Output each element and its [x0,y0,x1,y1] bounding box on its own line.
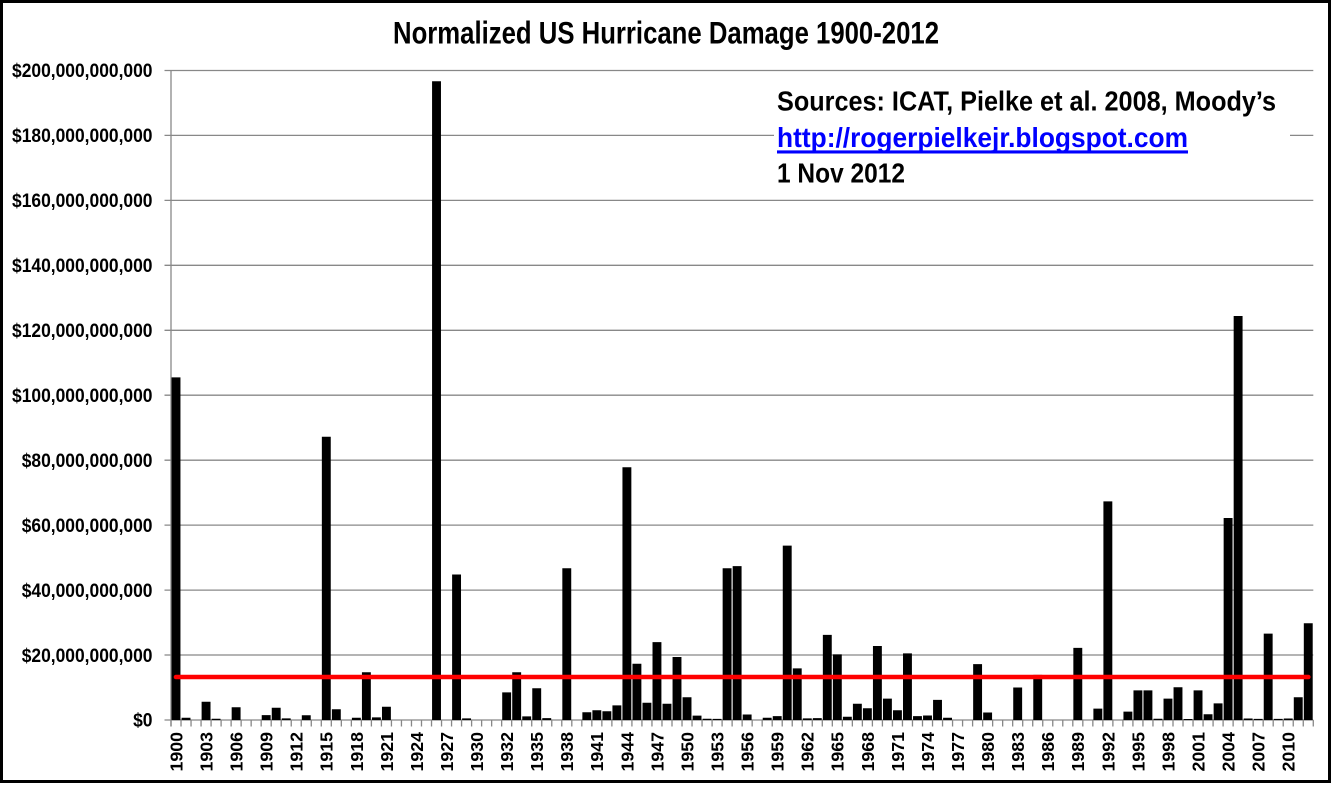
svg-text:1944: 1944 [617,732,637,772]
svg-text:1930: 1930 [467,732,487,772]
svg-text:$20,000,000,000: $20,000,000,000 [22,646,153,667]
svg-text:$0: $0 [133,711,152,732]
svg-text:2004: 2004 [1219,732,1239,772]
svg-text:1962: 1962 [798,732,818,772]
svg-text:2010: 2010 [1279,732,1299,772]
svg-text:1971: 1971 [888,732,908,772]
svg-text:1965: 1965 [828,732,848,772]
svg-text:1912: 1912 [287,732,307,772]
svg-text:$80,000,000,000: $80,000,000,000 [22,451,153,472]
svg-text:1903: 1903 [197,732,217,772]
svg-text:1986: 1986 [1038,732,1058,772]
svg-text:1995: 1995 [1128,732,1148,772]
svg-text:1947: 1947 [647,732,667,772]
svg-text:1915: 1915 [317,732,337,772]
svg-text:1918: 1918 [347,732,367,772]
svg-text:1900: 1900 [166,732,186,772]
svg-text:$180,000,000,000: $180,000,000,000 [12,126,153,147]
svg-text:1968: 1968 [858,732,878,772]
svg-text:1953: 1953 [708,732,728,772]
svg-text:1935: 1935 [527,732,547,772]
svg-text:1989: 1989 [1068,732,1088,772]
svg-text:1941: 1941 [587,732,607,772]
svg-text:1959: 1959 [768,732,788,772]
svg-text:1980: 1980 [978,732,998,772]
svg-text:$140,000,000,000: $140,000,000,000 [12,256,153,277]
svg-text:1 Nov 2012: 1 Nov 2012 [777,157,905,188]
svg-text:Normalized US Hurricane Damage: Normalized US Hurricane Damage 1900-2012 [393,14,939,50]
svg-text:http://rogerpielkejr.blogspot.: http://rogerpielkejr.blogspot.com [777,122,1188,153]
svg-text:1977: 1977 [948,732,968,772]
svg-text:1974: 1974 [918,732,938,772]
svg-text:2001: 2001 [1189,732,1209,772]
svg-text:$60,000,000,000: $60,000,000,000 [22,516,153,537]
svg-text:1909: 1909 [257,732,277,772]
svg-text:1950: 1950 [677,732,697,772]
svg-text:$160,000,000,000: $160,000,000,000 [12,191,153,212]
svg-text:$120,000,000,000: $120,000,000,000 [12,321,153,342]
svg-text:$100,000,000,000: $100,000,000,000 [12,386,153,407]
svg-text:$200,000,000,000: $200,000,000,000 [12,61,153,82]
svg-text:1956: 1956 [738,732,758,772]
svg-text:1983: 1983 [1008,732,1028,772]
svg-text:1924: 1924 [407,732,427,772]
svg-text:1927: 1927 [437,732,457,772]
svg-text:1921: 1921 [377,732,397,772]
svg-text:Sources: ICAT, Pielke et al. 2: Sources: ICAT, Pielke et al. 2008, Moody… [777,86,1276,117]
svg-text:2007: 2007 [1249,732,1269,772]
svg-text:$40,000,000,000: $40,000,000,000 [22,581,153,602]
svg-text:1938: 1938 [557,732,577,772]
svg-text:1932: 1932 [497,732,517,772]
svg-text:1998: 1998 [1158,732,1178,772]
svg-text:1906: 1906 [227,732,247,772]
svg-text:1992: 1992 [1098,732,1118,772]
